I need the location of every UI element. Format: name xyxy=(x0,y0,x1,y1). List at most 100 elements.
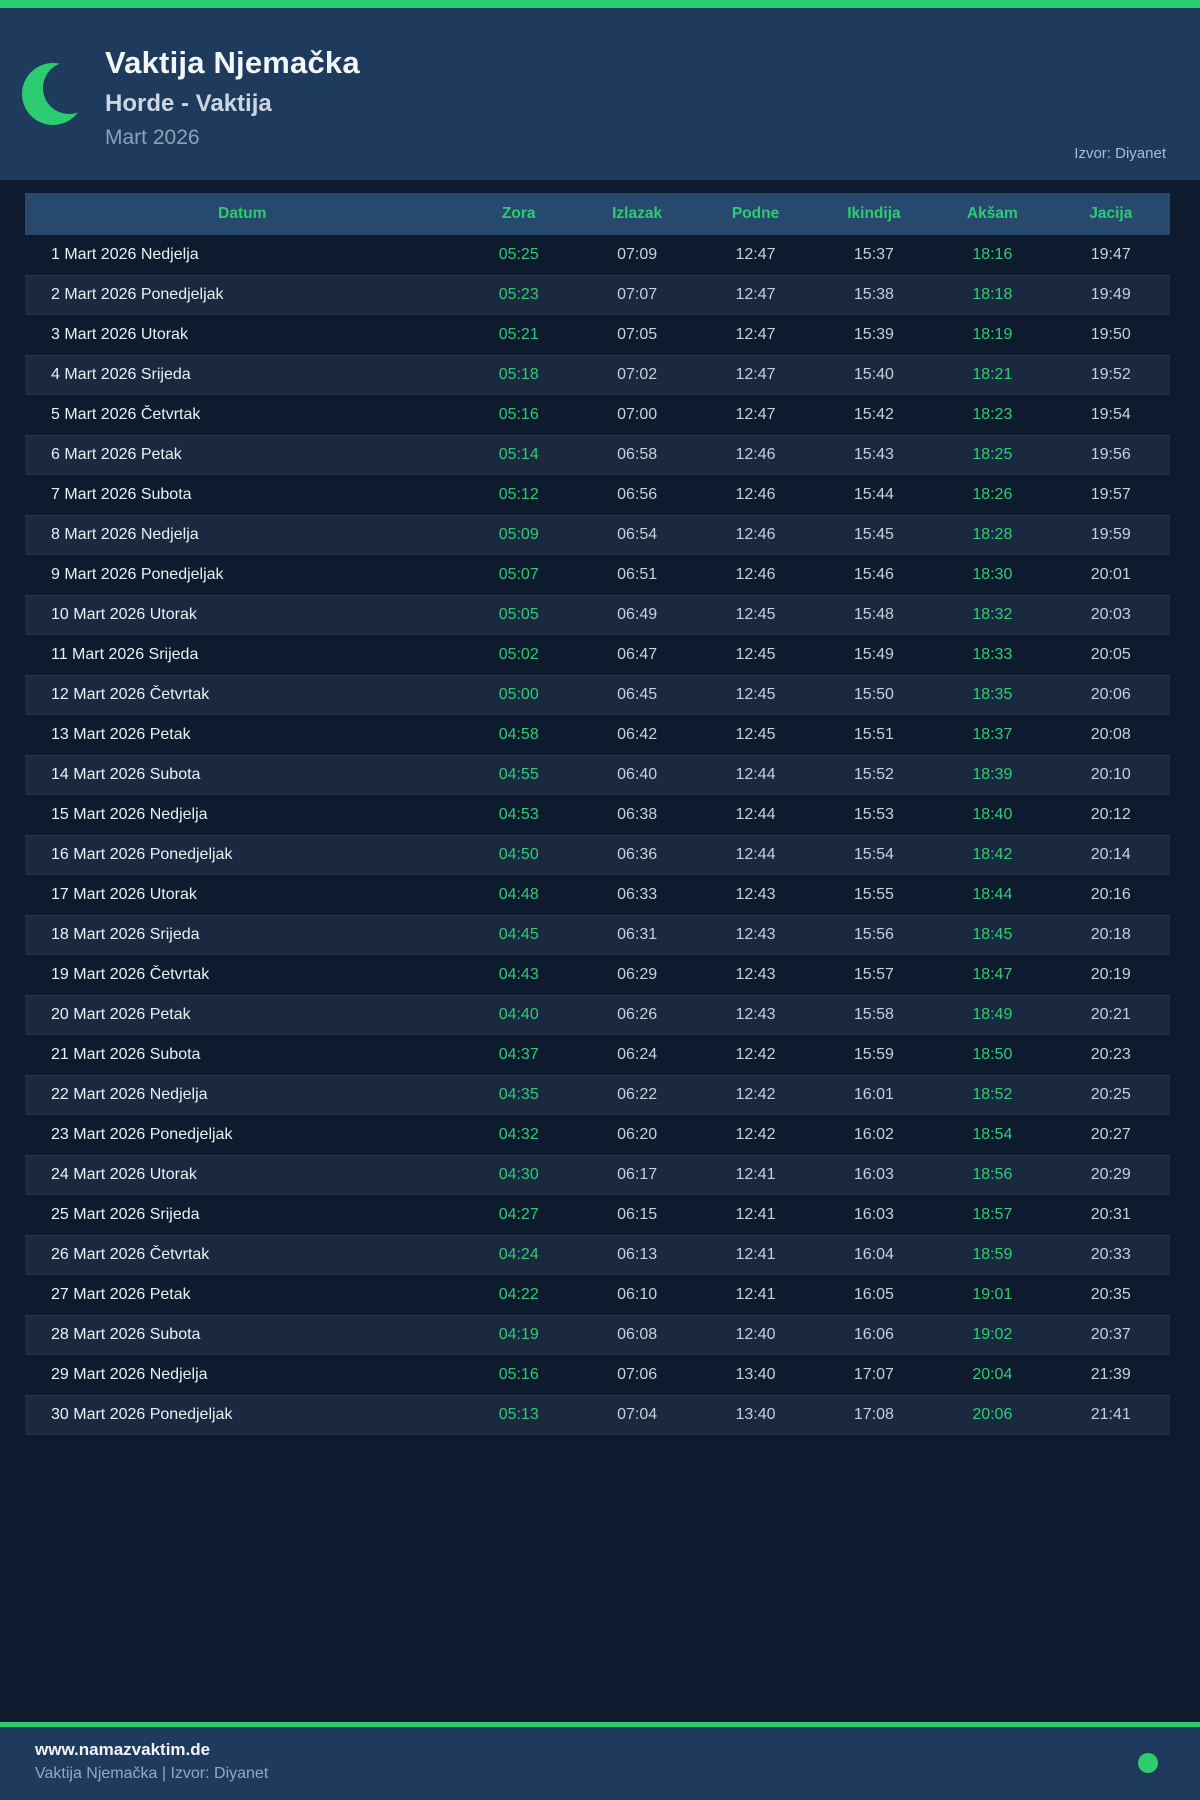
time-cell-izlazak: 06:33 xyxy=(617,886,658,903)
time-cell-ak-am: 18:54 xyxy=(972,1126,1013,1143)
time-cell-zora: 04:55 xyxy=(498,766,539,783)
time-cell-ikindija: 15:55 xyxy=(853,886,894,903)
website-link[interactable]: www.namazvaktim.de xyxy=(35,1740,211,1759)
time-cell-podne: 12:41 xyxy=(735,1286,776,1303)
date-cell: 3 Mart 2026 Utorak xyxy=(51,326,188,343)
date-cell: 19 Mart 2026 Četvrtak xyxy=(51,966,210,983)
time-cell-ikindija: 15:43 xyxy=(853,446,894,463)
time-cell-podne: 12:46 xyxy=(735,486,776,503)
table-row: 4 Mart 2026 Srijeda 05:18 07:02 12:47 15:40 1… xyxy=(25,355,1170,395)
time-cell-zora: 04:35 xyxy=(498,1086,539,1103)
table-row: 18 Mart 2026 Srijeda 04:45 06:31 12:43 15:56… xyxy=(25,915,1170,955)
time-cell-podne: 12:44 xyxy=(735,846,776,863)
time-cell-izlazak: 07:02 xyxy=(617,366,658,383)
date-cell: 16 Mart 2026 Ponedjeljak xyxy=(51,846,233,863)
time-cell-izlazak: 07:06 xyxy=(617,1366,658,1383)
time-cell-zora: 05:00 xyxy=(498,686,539,703)
time-cell-zora: 04:24 xyxy=(498,1246,539,1263)
date-cell: 11 Mart 2026 Srijeda xyxy=(51,646,199,663)
time-cell-ikindija: 15:38 xyxy=(853,286,894,303)
time-cell-ak-am: 18:44 xyxy=(972,886,1013,903)
table-row: 23 Mart 2026 Ponedjeljak 04:32 06:20 12:42 1… xyxy=(25,1115,1170,1155)
time-cell-podne: 12:41 xyxy=(735,1206,776,1223)
footer-accent-line xyxy=(0,1722,1200,1727)
table-row: 5 Mart 2026 Četvrtak 05:16 07:00 12:47 15:42… xyxy=(25,395,1170,435)
time-cell-izlazak: 06:38 xyxy=(617,806,658,823)
time-cell-jacija: 20:18 xyxy=(1090,926,1131,943)
time-cell-ikindija: 16:06 xyxy=(853,1326,894,1343)
date-cell: 7 Mart 2026 Subota xyxy=(51,486,192,503)
table-row: 15 Mart 2026 Nedjelja 04:53 06:38 12:44 15:5… xyxy=(25,795,1170,835)
date-cell: 30 Mart 2026 Ponedjeljak xyxy=(51,1406,233,1423)
table-row: 28 Mart 2026 Subota 04:19 06:08 12:40 16:06 1… xyxy=(25,1315,1170,1355)
date-cell: 13 Mart 2026 Petak xyxy=(51,726,191,743)
time-cell-podne: 13:40 xyxy=(735,1406,776,1423)
time-cell-jacija: 19:54 xyxy=(1090,406,1131,423)
time-cell-izlazak: 06:56 xyxy=(617,486,658,503)
time-cell-zora: 04:58 xyxy=(498,726,539,743)
time-cell-zora: 04:45 xyxy=(498,926,539,943)
table-row: 27 Mart 2026 Petak 04:22 06:10 12:41 16:05 19… xyxy=(25,1275,1170,1315)
time-cell-ikindija: 15:52 xyxy=(853,766,894,783)
table-row: 20 Mart 2026 Petak 04:40 06:26 12:43 15:58 18… xyxy=(25,995,1170,1035)
time-cell-ak-am: 18:50 xyxy=(972,1046,1013,1063)
time-cell-ak-am: 18:37 xyxy=(972,726,1013,743)
page-subtitle: Horde - Vaktija xyxy=(105,90,272,117)
time-cell-zora: 04:53 xyxy=(498,806,539,823)
time-cell-ikindija: 17:08 xyxy=(853,1406,894,1423)
time-cell-ikindija: 15:49 xyxy=(853,646,894,663)
time-cell-ikindija: 15:58 xyxy=(853,1006,894,1023)
time-cell-podne: 12:42 xyxy=(735,1126,776,1143)
time-cell-izlazak: 06:24 xyxy=(617,1046,658,1063)
table-row: 16 Mart 2026 Ponedjeljak 04:50 06:36 12:44 1… xyxy=(25,835,1170,875)
time-cell-jacija: 20:06 xyxy=(1090,686,1131,703)
date-cell: 26 Mart 2026 Četvrtak xyxy=(51,1246,210,1263)
time-cell-ak-am: 18:26 xyxy=(972,486,1013,503)
time-cell-jacija: 19:50 xyxy=(1090,326,1131,343)
time-cell-ak-am: 18:40 xyxy=(972,806,1013,823)
column-header-jacija: Jacija xyxy=(1051,193,1170,235)
time-cell-ikindija: 15:57 xyxy=(853,966,894,983)
time-cell-zora: 04:32 xyxy=(498,1126,539,1143)
time-cell-podne: 12:43 xyxy=(735,886,776,903)
time-cell-podne: 12:45 xyxy=(735,726,776,743)
time-cell-ikindija: 15:45 xyxy=(853,526,894,543)
time-cell-izlazak: 07:00 xyxy=(617,406,658,423)
date-cell: 22 Mart 2026 Nedjelja xyxy=(51,1086,208,1103)
time-cell-ikindija: 15:51 xyxy=(853,726,894,743)
prayer-times-section: Datum Zora Izlazak Podne Ikindija Akšam Jacija… xyxy=(25,193,1170,1435)
date-cell: 28 Mart 2026 Subota xyxy=(51,1326,201,1343)
table-row: 24 Mart 2026 Utorak 04:30 06:17 12:41 16:03 1… xyxy=(25,1155,1170,1195)
time-cell-izlazak: 07:09 xyxy=(617,246,658,263)
table-row: 8 Mart 2026 Nedjelja 05:09 06:54 12:46 15:45… xyxy=(25,515,1170,555)
time-cell-ikindija: 15:39 xyxy=(853,326,894,343)
time-cell-ak-am: 18:52 xyxy=(972,1086,1013,1103)
time-cell-zora: 05:14 xyxy=(498,446,539,463)
time-cell-ikindija: 15:59 xyxy=(853,1046,894,1063)
time-cell-izlazak: 06:49 xyxy=(617,606,658,623)
time-cell-ikindija: 16:01 xyxy=(853,1086,894,1103)
time-cell-zora: 04:27 xyxy=(498,1206,539,1223)
date-cell: 1 Mart 2026 Nedjelja xyxy=(51,246,199,263)
time-cell-podne: 12:43 xyxy=(735,1006,776,1023)
time-cell-jacija: 20:14 xyxy=(1090,846,1131,863)
time-cell-jacija: 20:23 xyxy=(1090,1046,1131,1063)
date-cell: 29 Mart 2026 Nedjelja xyxy=(51,1366,208,1383)
time-cell-izlazak: 06:45 xyxy=(617,686,658,703)
time-cell-podne: 12:47 xyxy=(735,406,776,423)
time-cell-ikindija: 15:46 xyxy=(853,566,894,583)
time-cell-izlazak: 06:15 xyxy=(617,1206,658,1223)
time-cell-ak-am: 18:45 xyxy=(972,926,1013,943)
time-cell-zora: 05:05 xyxy=(498,606,539,623)
time-cell-ak-am: 18:16 xyxy=(972,246,1013,263)
time-cell-zora: 05:02 xyxy=(498,646,539,663)
time-cell-ikindija: 15:50 xyxy=(853,686,894,703)
time-cell-ak-am: 18:56 xyxy=(972,1166,1013,1183)
table-row: 17 Mart 2026 Utorak 04:48 06:33 12:43 15:55 1… xyxy=(25,875,1170,915)
table-row: 13 Mart 2026 Petak 04:58 06:42 12:45 15:51 18… xyxy=(25,715,1170,755)
time-cell-jacija: 20:19 xyxy=(1090,966,1131,983)
time-cell-podne: 12:47 xyxy=(735,286,776,303)
date-cell: 21 Mart 2026 Subota xyxy=(51,1046,201,1063)
time-cell-izlazak: 06:42 xyxy=(617,726,658,743)
